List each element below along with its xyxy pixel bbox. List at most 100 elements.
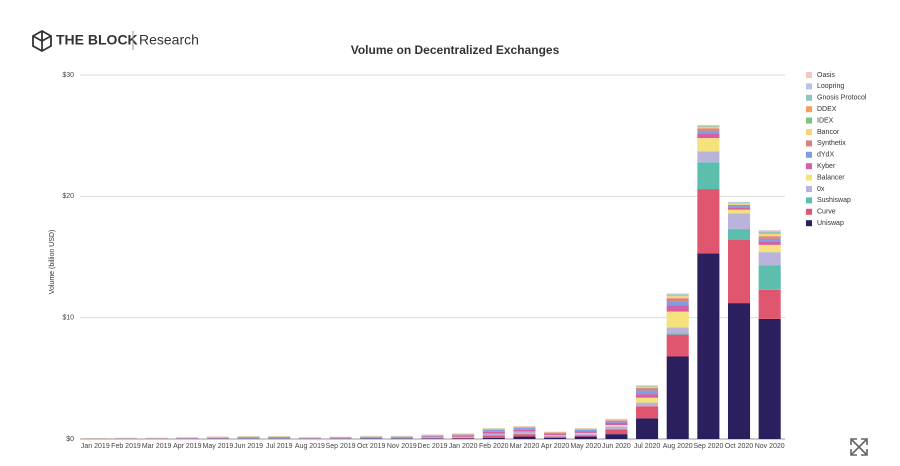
legend-swatch [806,151,812,158]
y-axis-label: Volume (billion USD) [49,230,56,295]
legend-swatch [806,94,812,101]
legend-label: dYdX [817,152,834,159]
bar-segment [727,209,751,214]
bar-segment [360,437,383,438]
x-tick-label: Feb 2019 [111,443,141,450]
bar-segment [697,125,720,127]
bar-segment [666,334,689,357]
bar-segment [636,418,659,439]
x-tick-label: Aug 2020 [663,443,693,450]
chart-title: Volume on Decentralized Exchanges [351,43,560,57]
bar-segment [727,303,751,439]
bar-segment [605,429,628,435]
bar-segment [666,311,689,328]
bar-segment [697,130,720,134]
bar-segment [452,436,475,438]
bar-segment [758,265,781,290]
legend-swatch [806,197,812,204]
x-tick-label: Jul 2020 [634,443,661,450]
legend-label: Kyber [817,163,836,170]
legend-label: Bancor [817,129,840,136]
x-tick-label: Apr 2019 [173,443,202,450]
bar-segment [636,394,659,398]
bar-segment [605,434,628,439]
bar-segment [513,427,536,430]
x-tick-label: Mar 2019 [142,443,172,450]
bar-segment [482,428,505,430]
bar-segment [636,390,659,395]
bar-segment [482,433,505,436]
bar-segment [727,240,751,304]
y-tick-label: $0 [66,436,74,443]
y-tick-label: $10 [62,315,74,322]
legend-swatch [806,174,812,181]
bar-segment [574,431,597,433]
bar-segment [237,437,260,439]
bar-segment [758,233,781,234]
x-tick-label: Oct 2019 [357,443,386,450]
bar-segment [666,294,689,295]
legend-label: Curve [817,209,836,216]
x-tick-label: Mar 2020 [510,443,540,450]
bar-segment [268,437,291,439]
bar-segment [697,128,720,131]
bar-segment [574,436,597,439]
x-tick-label: May 2019 [203,443,234,450]
bar-segment [758,318,781,439]
bar-segment [697,125,720,126]
bar-segment [727,204,751,207]
bar-segment [636,397,659,403]
bar-segment [482,429,505,430]
bar-segment [727,207,751,210]
x-tick-label: Jun 2020 [602,443,631,450]
bar-segment [544,437,567,439]
legend-label: DDEX [817,106,837,113]
bar-segment [666,333,689,335]
bar-segment [758,233,781,237]
bar-segment [697,189,720,254]
bar-segment [758,238,781,242]
bar-segment [544,436,567,438]
bar-segment [360,437,383,439]
bar-segment [727,203,751,205]
bar-segment [605,422,628,426]
bar-segment [758,289,781,319]
x-tick-label: Feb 2020 [479,443,509,450]
legend-swatch [806,140,812,147]
bar-segment [758,230,781,231]
bar-segment [544,433,567,436]
x-tick-label: Oct 2020 [725,443,754,450]
x-tick-label: Nov 2020 [755,443,785,450]
bar-segment [758,252,781,266]
bar-segment [666,295,689,299]
bar-segment [513,436,536,439]
expand-icon[interactable] [850,438,868,456]
bar-segment [513,427,536,428]
x-tick-label: Sep 2019 [326,443,356,450]
legend-label: Loopring [817,83,844,90]
bar-segment [421,436,444,438]
brand-section: Research [139,32,199,48]
bar-segment [666,327,689,334]
bar-segment [666,293,689,295]
bar-segment [421,435,444,437]
legend-swatch [806,106,812,113]
legend-label: Uniswap [817,220,844,227]
y-tick-label: $30 [62,72,74,79]
x-tick-label: Nov 2019 [387,443,417,450]
bar-segment [574,435,597,437]
y-tick-label: $20 [62,193,74,200]
bar-segment [666,295,689,296]
bar-segment [544,432,567,434]
x-tick-label: Jan 2019 [81,443,110,450]
x-tick-label: May 2020 [570,443,601,450]
bar-segment [513,426,536,428]
bar-segment [636,386,659,387]
bar-segment [727,213,751,230]
bar-segment [482,437,505,439]
bar-segment [727,206,751,208]
bar-segment [697,133,720,139]
bar-segment [758,230,781,232]
legend-swatch [806,83,812,90]
